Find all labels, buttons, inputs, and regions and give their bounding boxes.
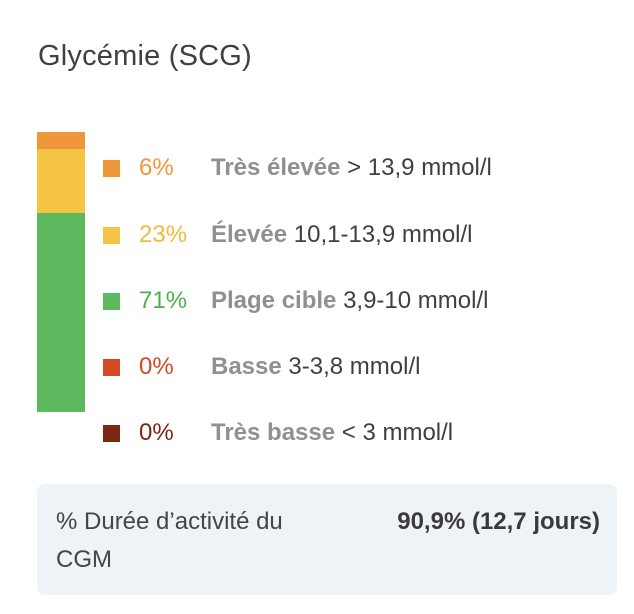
bar-segment-1 <box>37 148 85 214</box>
time-in-range-bar <box>37 132 85 412</box>
bar-segment-0 <box>37 132 85 149</box>
range-swatch <box>103 358 120 376</box>
range-percent: 0% <box>139 353 174 380</box>
range-swatch <box>103 424 120 442</box>
range-row: 0% Très basse < 3 mmol/l <box>103 418 453 448</box>
range-label: Plage cible 3,9-10 mmol/l <box>211 287 488 315</box>
range-threshold: 3,9-10 mmol/l <box>343 287 489 314</box>
range-row: 23% Élevée 10,1-13,9 mmol/l <box>103 220 473 250</box>
cgm-active-time-value: 90,9% (12,7 jours) <box>397 508 600 535</box>
range-row: 71% Plage cible 3,9-10 mmol/l <box>103 286 488 316</box>
range-threshold: 3-3,8 mmol/l <box>288 353 421 380</box>
cgm-active-time-label: % Durée d’activité du CGM <box>56 508 283 573</box>
range-percent: 6% <box>139 154 174 181</box>
range-threshold: 10,1-13,9 mmol/l <box>293 221 473 248</box>
range-name: Très élevée <box>211 154 341 181</box>
range-label: Élevée 10,1-13,9 mmol/l <box>211 221 473 249</box>
card-title: Glycémie (SCG) <box>38 40 252 72</box>
range-name: Élevée <box>211 221 288 248</box>
range-percent: 0% <box>139 419 174 446</box>
range-label: Très basse < 3 mmol/l <box>211 419 453 447</box>
range-name: Basse <box>211 353 282 380</box>
range-threshold: < 3 mmol/l <box>341 419 454 446</box>
range-label: Basse 3-3,8 mmol/l <box>211 353 420 381</box>
range-percent: 71% <box>139 287 188 314</box>
range-name: Très basse <box>211 419 336 446</box>
range-label: Très élevée > 13,9 mmol/l <box>211 154 492 182</box>
range-swatch <box>103 159 120 177</box>
range-row: 0% Basse 3-3,8 mmol/l <box>103 352 420 382</box>
range-threshold: > 13,9 mmol/l <box>347 154 492 181</box>
range-row: 6% Très élevée > 13,9 mmol/l <box>103 153 492 183</box>
range-percent: 23% <box>139 221 188 248</box>
range-swatch <box>103 292 120 310</box>
range-swatch <box>103 226 120 244</box>
cgm-active-time-panel: % Durée d’activité du CGM 90,9% (12,7 jo… <box>37 484 617 595</box>
range-name: Plage cible <box>211 287 337 314</box>
bar-segment-2 <box>37 213 85 412</box>
